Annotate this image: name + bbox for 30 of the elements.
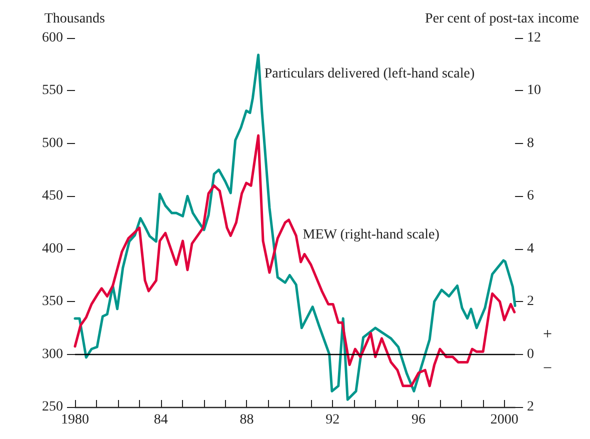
series-label: MEW (right-hand scale) [302, 227, 440, 242]
text: + [542, 326, 552, 343]
y2-tick-label: 2 [527, 294, 534, 310]
line-series [74, 134, 516, 388]
y2-tick-label: 0 [527, 346, 534, 362]
y2-tick-label: 6 [527, 188, 534, 204]
y2-tick-label: 2 [527, 400, 534, 414]
text: − [542, 360, 552, 377]
y-tick-label: 300 [42, 346, 63, 362]
y-tick-label: 500 [42, 136, 63, 151]
x-tick-label: 1980 [61, 412, 89, 428]
y2-tick-label: 4 [527, 241, 534, 256]
x-tick-label: 84 [154, 412, 168, 428]
y-tick-label: 400 [42, 241, 63, 256]
y-tick-label: 450 [42, 188, 63, 204]
x-tick-label: 88 [240, 412, 254, 428]
y2-axis-title: Per cent of post-tax income [425, 12, 579, 26]
y-tick-label: 350 [42, 294, 63, 310]
y2-tick-label: 12 [527, 30, 542, 46]
line-series [74, 54, 516, 401]
y-tick-label: 550 [42, 83, 63, 98]
y-tick-label: 600 [42, 30, 63, 46]
y2-tick-label: 10 [527, 83, 542, 98]
x-tick-label: 2000 [490, 412, 518, 428]
y-tick-label: 250 [42, 400, 63, 414]
x-tick-label: 92 [326, 412, 340, 428]
series-label: Particulars delivered (left-hand scale) [264, 66, 475, 82]
x-tick-label: 96 [411, 412, 426, 428]
y-axis-title: Thousands [44, 12, 105, 26]
y2-tick-label: 8 [527, 136, 534, 151]
